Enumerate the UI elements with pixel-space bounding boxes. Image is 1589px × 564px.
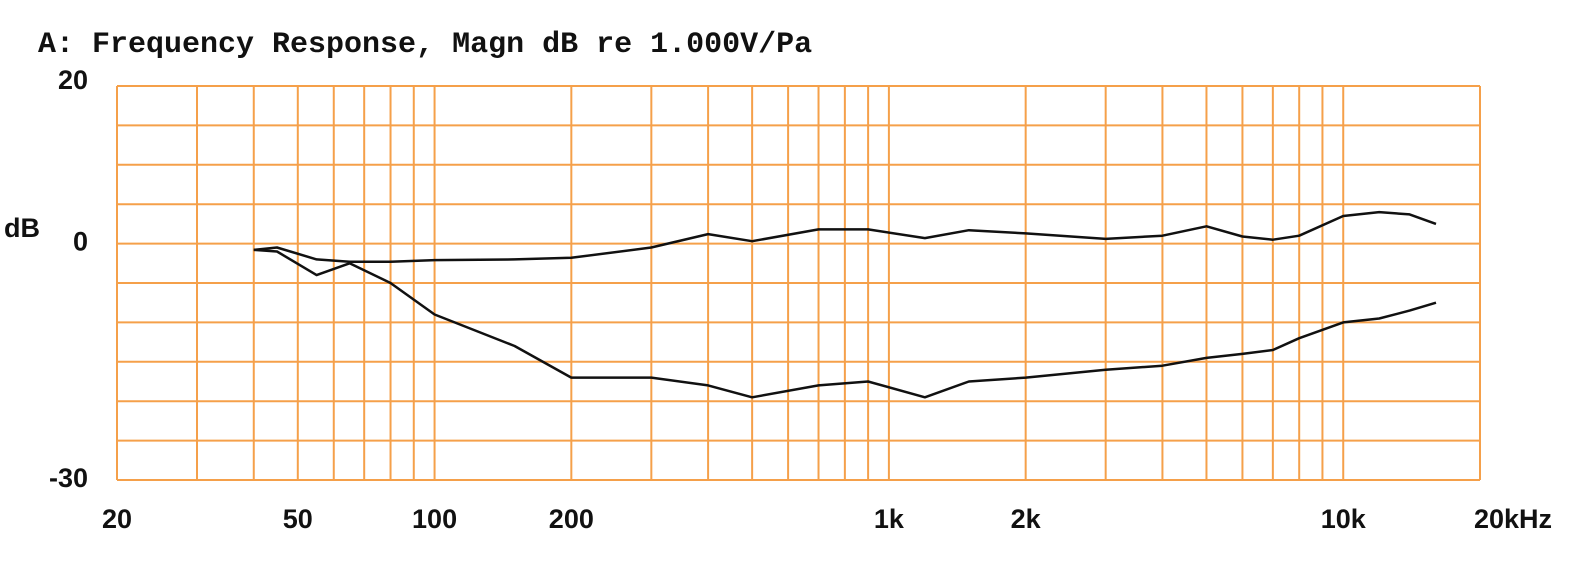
x-tick-label: 20kHz <box>1474 504 1552 534</box>
x-tick-label: 100 <box>412 504 457 534</box>
y-tick-label: -30 <box>49 463 88 493</box>
y-tick-label: 20 <box>58 65 88 95</box>
y-axis-label: dB <box>4 213 40 243</box>
x-tick-label: 10k <box>1321 504 1367 534</box>
chart-title: A: Frequency Response, Magn dB re 1.000V… <box>38 28 812 62</box>
x-tick-label: 1k <box>874 504 905 534</box>
y-tick-label: 0 <box>73 227 88 257</box>
line-series <box>253 248 1437 399</box>
line-series <box>253 210 1437 263</box>
x-tick-label: 2k <box>1011 504 1042 534</box>
x-tick-label: 200 <box>549 504 594 534</box>
x-tick-label: 50 <box>283 504 313 534</box>
x-tick-label: 20 <box>102 504 132 534</box>
